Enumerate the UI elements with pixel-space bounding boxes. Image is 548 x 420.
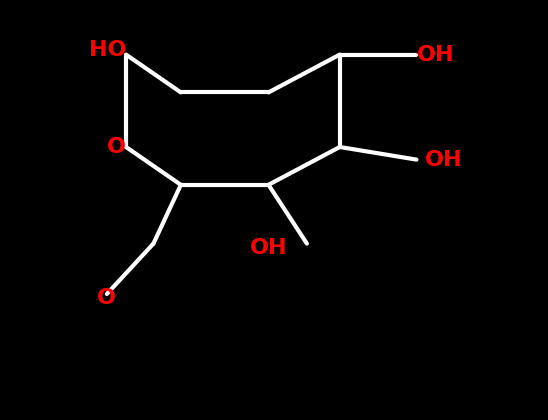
Text: OH: OH [416,45,454,65]
Text: OH: OH [250,238,287,258]
Text: HO: HO [89,40,126,60]
Text: O: O [98,288,116,308]
Text: OH: OH [425,150,462,170]
Text: O: O [107,137,126,157]
